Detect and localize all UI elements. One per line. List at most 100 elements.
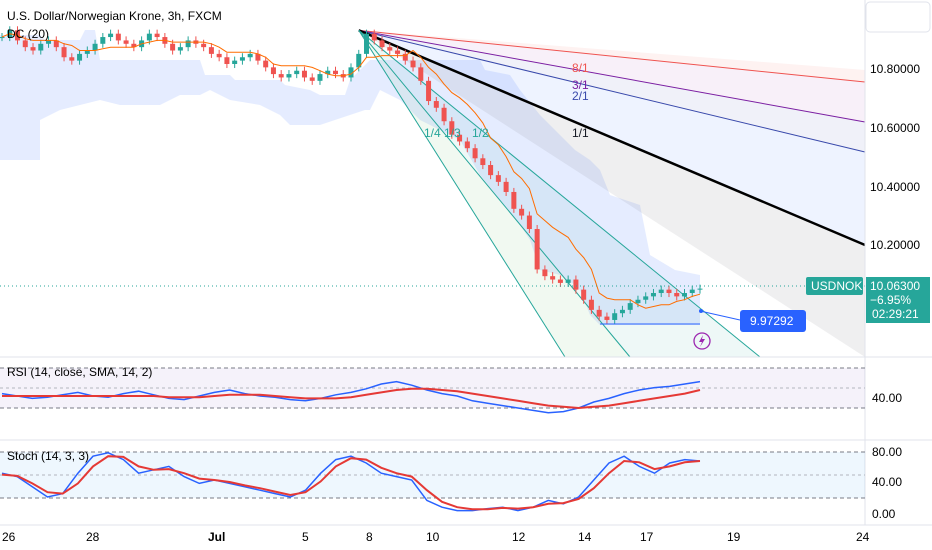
- gann-fan[interactable]: [358, 29, 866, 358]
- fan-ray[interactable]: [358, 29, 631, 358]
- candle-body: [627, 303, 633, 310]
- indicator-title-stoch[interactable]: Stoch (14, 3, 3): [7, 449, 89, 463]
- candle-body: [255, 53, 261, 61]
- candle-body: [612, 313, 618, 320]
- current-price-value: 10.06300: [870, 279, 920, 293]
- current-price-change: −6.95%: [870, 293, 911, 307]
- rsi-tick: 40.00: [872, 391, 902, 405]
- fan-label: 1/1: [572, 126, 589, 140]
- candle-body: [46, 40, 52, 44]
- candle-body: [449, 121, 455, 135]
- candle-body: [643, 296, 649, 300]
- candle-body: [22, 40, 28, 48]
- donchian-lines: [1, 33, 701, 309]
- candle-body: [356, 53, 362, 68]
- candle-body: [526, 215, 532, 230]
- fan-ray[interactable]: [358, 29, 866, 247]
- candle-body: [550, 276, 556, 280]
- current-price-tag: [866, 277, 930, 323]
- symbol-title[interactable]: U.S. Dollar/Norwegian Krone, 3h, FXCM: [7, 9, 222, 23]
- candle-body: [410, 60, 416, 68]
- candle-body: [604, 316, 610, 320]
- candle-body: [263, 60, 269, 68]
- candle-body: [294, 70, 300, 75]
- candle-body: [278, 74, 284, 78]
- candle-body: [208, 47, 214, 54]
- candle-body: [325, 70, 331, 75]
- fan-ray[interactable]: [358, 29, 761, 358]
- candle-body: [395, 50, 401, 54]
- stoch-lines: [1, 452, 701, 512]
- indicator-title-dc[interactable]: DC (20): [7, 27, 49, 41]
- candle-body: [441, 107, 447, 122]
- lightning-icon-glyph: [699, 335, 705, 347]
- price-tick: 10.80000: [870, 62, 920, 76]
- price-tick: 10.40000: [870, 180, 920, 194]
- fan-ray[interactable]: [358, 29, 866, 153]
- candle-body: [84, 50, 90, 54]
- fan-ray[interactable]: [358, 29, 866, 123]
- bar-countdown: 02:29:21: [872, 307, 919, 321]
- chart-settings-box[interactable]: [865, 1, 931, 33]
- candle-body: [53, 40, 59, 48]
- candle-body: [464, 141, 470, 149]
- symbol-tag: [806, 277, 863, 295]
- sma-line: [2, 387, 701, 410]
- candle-body: [177, 47, 183, 51]
- price-tick: 10.20000: [870, 238, 920, 252]
- candle-body: [488, 165, 494, 176]
- candle-body: [433, 101, 439, 108]
- candle-body: [650, 293, 656, 297]
- candle-body: [270, 67, 276, 75]
- candle-body: [38, 43, 44, 51]
- candle-body: [216, 53, 222, 58]
- candle-body: [666, 289, 672, 294]
- target-price-tag[interactable]: [740, 310, 806, 332]
- target-connector: [699, 310, 741, 321]
- main-pane-bg: [0, 0, 865, 357]
- fan-label: 1/2: [472, 126, 489, 140]
- candle-body: [581, 289, 587, 300]
- candle-body: [503, 181, 509, 192]
- rsi-line: [1, 380, 701, 414]
- candle-body: [519, 208, 525, 216]
- candle-body: [185, 40, 191, 48]
- fan-zone: [358, 30, 865, 358]
- candle-body: [30, 47, 36, 51]
- target-price-label: 9.97292: [750, 314, 794, 328]
- rsi-lines: [1, 380, 701, 414]
- candle-body: [472, 148, 478, 159]
- candle-body: [92, 43, 98, 51]
- lightning-icon[interactable]: [693, 332, 711, 350]
- time-tick: 8: [366, 530, 373, 544]
- time-tick: 24: [856, 530, 870, 544]
- fan-ray[interactable]: [358, 30, 566, 358]
- candle-body: [332, 70, 338, 75]
- candle-body: [387, 47, 393, 51]
- fan-label: 1/4: [424, 126, 441, 140]
- candle-body: [557, 279, 563, 283]
- candle-body: [495, 175, 501, 182]
- candle-body: [317, 74, 323, 81]
- candle-body: [301, 70, 307, 78]
- candle-body: [674, 293, 680, 297]
- candle-body: [146, 33, 152, 41]
- candle-body: [364, 33, 370, 54]
- time-tick: 10: [426, 530, 440, 544]
- candle-body: [596, 309, 602, 317]
- candle-body: [131, 43, 137, 48]
- candle-body: [309, 77, 315, 81]
- candle-body: [588, 299, 594, 310]
- candle-body: [658, 289, 664, 294]
- candle-body: [565, 279, 571, 283]
- candle-body: [115, 33, 121, 41]
- candle-body: [418, 67, 424, 81]
- candle-body: [77, 53, 83, 61]
- target-point[interactable]: [699, 309, 703, 313]
- time-tick: 17: [640, 530, 654, 544]
- indicator-title-rsi[interactable]: RSI (14, close, SMA, 14, 2): [7, 365, 152, 379]
- fan-ray[interactable]: [358, 29, 866, 83]
- candle-body: [123, 40, 129, 44]
- fan-label: 2/1: [572, 89, 589, 103]
